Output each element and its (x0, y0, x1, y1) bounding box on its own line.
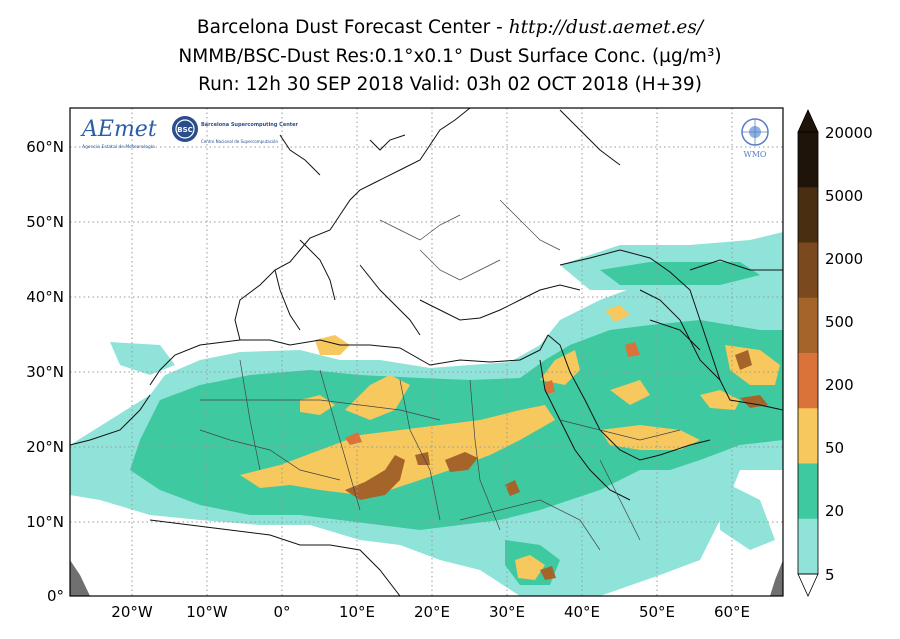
map-corner-shade (770, 560, 783, 596)
colorbar-segment (798, 518, 818, 575)
colorbar-bottom-arrow (797, 573, 819, 597)
svg-text:Agencia Estatal de Meteorologí: Agencia Estatal de Meteorología (82, 143, 155, 150)
colorbar-segment (798, 242, 818, 299)
colorbar-segment (798, 463, 818, 520)
lon-label: 30°E (489, 603, 525, 621)
colorbar-segment (798, 132, 818, 188)
map-gridlines (70, 108, 783, 596)
lat-label: 60°N (26, 138, 64, 156)
lat-label: 50°N (26, 213, 64, 231)
dust-level-50-200-region (515, 555, 545, 580)
source-url[interactable]: http://dust.aemet.es/ (508, 17, 704, 38)
svg-text:WMO: WMO (744, 150, 767, 159)
dust-level-50-200-region (700, 390, 740, 410)
lon-label: 20°E (414, 603, 450, 621)
dust-level-50-200-region (315, 335, 350, 355)
wmo-logo: WMO (741, 118, 769, 159)
lon-label: 40°E (564, 603, 600, 621)
dust-level-5-20-region (110, 342, 175, 375)
colorbar-label: 5 (825, 566, 835, 584)
lon-label: 50°E (639, 603, 675, 621)
map-corner-shade (70, 560, 90, 596)
title-line-1: Barcelona Dust Forecast Center - http://… (196, 17, 704, 38)
dust-level-50-200-region (605, 305, 630, 322)
svg-text:Barcelona Supercomputing Cente: Barcelona Supercomputing Center (201, 122, 299, 128)
dust-level-5-20-region (720, 480, 775, 550)
lon-label: 20°W (111, 603, 153, 621)
dust-level-200-500-region (735, 350, 752, 370)
latitude-labels: 60°N 50°N 40°N 30°N 20°N 10°N 0° (26, 138, 64, 605)
colorbar-segment (798, 297, 818, 354)
lon-label: 10°W (186, 603, 228, 621)
lat-label: 10°N (26, 513, 64, 531)
dust-level-200-500-region (625, 342, 640, 357)
colorbar-segment (798, 408, 818, 464)
dust-level-50-200-region (345, 375, 410, 420)
colorbar-label: 200 (825, 376, 854, 394)
dust-level-50-200-region (610, 380, 650, 405)
dust-level-200-500-region (505, 480, 520, 496)
dust-level-200-500-region (545, 380, 555, 394)
svg-text:AEmet: AEmet (80, 117, 157, 142)
map-frame (69, 107, 784, 597)
colorbar-segment (798, 187, 818, 243)
country-borders (199, 199, 681, 551)
lon-label: 0° (273, 603, 290, 621)
lon-label: 60°E (714, 603, 750, 621)
colorbar-top-arrow (797, 109, 819, 133)
lon-label: 10°E (339, 603, 375, 621)
dust-level-200-500-region (345, 432, 362, 445)
lat-label: 20°N (26, 438, 64, 456)
longitude-labels: 20°W 10°W 0° 10°E 20°E 30°E 40°E 50°E 60… (111, 603, 750, 621)
colorbar-label: 5000 (825, 187, 863, 205)
lat-label: 30°N (26, 363, 64, 381)
lat-label: 40°N (26, 288, 64, 306)
dust-level-50-200-region (540, 350, 580, 385)
svg-text:Centro Nacional de Supercomput: Centro Nacional de Supercomputación (201, 139, 279, 144)
dust-level-20-50-region (600, 262, 760, 285)
colorbar-segments (798, 132, 818, 575)
bsc-logo: BSC Barcelona Supercomputing Center Cent… (172, 116, 299, 144)
dust-level-200-500-region (540, 566, 556, 580)
dust-concentration-field (70, 108, 783, 596)
title-line-3: Run: 12h 30 SEP 2018 Valid: 03h 02 OCT 2… (198, 74, 702, 95)
colorbar-label: 2000 (825, 250, 863, 268)
dust-level-200-500-region (345, 455, 405, 500)
svg-text:BSC: BSC (177, 126, 193, 134)
colorbar-label: 50 (825, 439, 844, 457)
colorbar: 20000 5000 2000 500 200 50 20 5 (797, 109, 873, 597)
dust-level-50-200-region (240, 405, 555, 495)
aemet-logo: AEmet Agencia Estatal de Meteorología (80, 117, 157, 150)
colorbar-label: 20000 (825, 124, 873, 142)
colorbar-label: 500 (825, 313, 854, 331)
lat-label: 0° (47, 587, 64, 605)
colorbar-label: 20 (825, 502, 844, 520)
coastlines (70, 108, 783, 596)
colorbar-segment (798, 353, 818, 409)
dust-level-200-500-region (445, 452, 478, 472)
title-line-2: NMMB/BSC-Dust Res:0.1°x0.1° Dust Surface… (178, 46, 722, 67)
